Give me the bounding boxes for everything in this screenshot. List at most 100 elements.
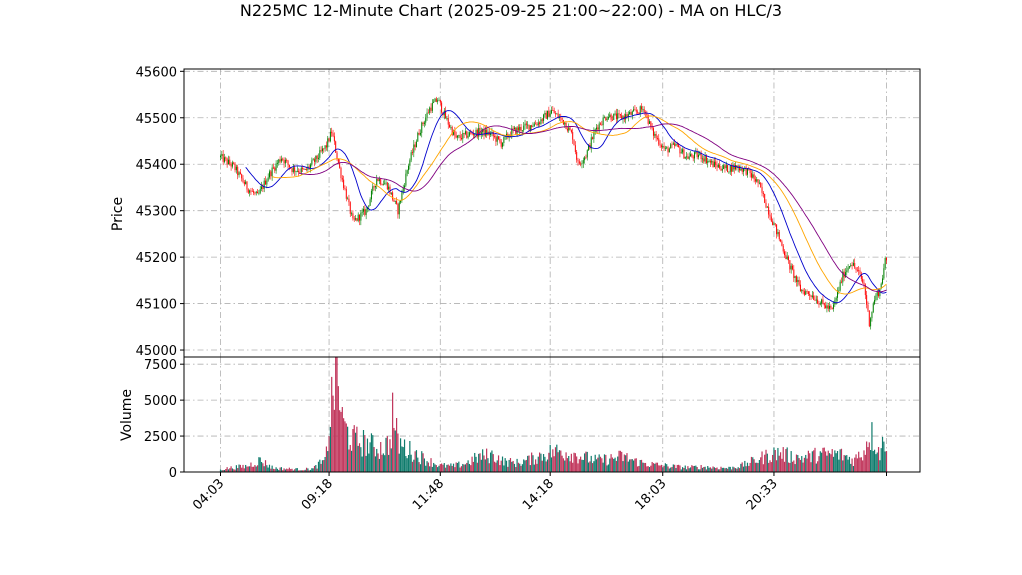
candle-body — [586, 150, 588, 158]
candle-body — [426, 112, 428, 118]
volume-bar — [531, 452, 533, 472]
volume-bar — [411, 461, 414, 472]
candle-body — [361, 211, 363, 213]
candle-body — [312, 159, 314, 161]
volume-bar — [576, 456, 578, 472]
candle-body — [377, 178, 379, 182]
volume-bar — [636, 466, 639, 472]
candle-body — [381, 184, 383, 186]
candle-body — [230, 164, 232, 167]
candle-body — [433, 101, 435, 103]
candle-body — [430, 107, 432, 111]
volume-bar — [325, 446, 328, 472]
candle-body — [780, 239, 782, 242]
candle-body — [872, 303, 874, 312]
candle-body — [368, 205, 370, 207]
candle-body — [664, 147, 666, 149]
volume-bar — [762, 464, 764, 472]
volume-bar — [883, 441, 885, 472]
candle-body — [691, 154, 693, 157]
candle-body — [484, 129, 486, 136]
candle-body — [756, 179, 758, 182]
candle-body — [855, 267, 857, 270]
volume-bar — [674, 464, 676, 472]
volume-bar — [603, 454, 606, 472]
volume-bar — [696, 467, 698, 472]
candle-body — [662, 146, 664, 148]
volume-bar — [598, 454, 600, 472]
volume-bar — [848, 456, 851, 472]
volume-bar — [650, 465, 652, 472]
candle-body — [351, 213, 353, 215]
price-ytick-label: 45400 — [136, 158, 177, 173]
candle-body — [398, 202, 400, 215]
candle-body — [719, 164, 721, 169]
candle-body — [446, 118, 448, 119]
volume-bar — [666, 464, 668, 472]
volume-bar — [360, 447, 362, 472]
candle-body — [639, 106, 641, 115]
candle-body — [511, 128, 513, 137]
candle-body — [749, 168, 751, 174]
candle-body — [435, 98, 437, 102]
candle-body — [717, 164, 719, 168]
volume-bar — [667, 466, 669, 472]
volume-bar — [550, 457, 553, 472]
volume-bar — [487, 458, 489, 472]
x-tick-label: 09:18 — [299, 476, 336, 513]
candle-body — [564, 122, 566, 125]
volume-bar — [847, 459, 849, 472]
candle-body — [839, 281, 841, 291]
candle-body — [419, 132, 421, 135]
candle-body — [423, 122, 425, 125]
volume-bar — [504, 458, 506, 472]
candle-body — [790, 265, 792, 270]
candle-body — [797, 279, 799, 282]
candle-body — [822, 299, 824, 303]
volume-bar — [499, 465, 501, 472]
volume-bar — [734, 468, 737, 472]
volume-bar — [324, 456, 326, 472]
candle-body — [315, 155, 317, 162]
candle-body — [421, 122, 423, 133]
candle-body — [388, 186, 390, 190]
candle-body — [353, 218, 355, 220]
volume-bar — [511, 461, 513, 472]
volume-bar — [406, 458, 408, 472]
volume-bar — [271, 465, 273, 472]
candle-body — [712, 160, 714, 167]
volume-bar — [586, 451, 588, 472]
volume-bar — [433, 462, 435, 472]
volume-bar — [407, 455, 410, 472]
volume-bar — [491, 450, 493, 472]
volume-bar — [877, 447, 880, 472]
candle-body — [298, 171, 300, 173]
volume-bar — [802, 462, 804, 472]
volume-ytick-label: 5000 — [144, 394, 177, 409]
volume-bar — [380, 442, 382, 472]
volume-bar — [590, 455, 592, 472]
candle-body — [331, 131, 333, 134]
candle-body — [337, 158, 339, 163]
candle-body — [835, 297, 837, 301]
volume-bar — [275, 467, 277, 472]
volume-bar — [610, 454, 612, 472]
volume-bar — [463, 464, 465, 472]
candle-body — [733, 164, 735, 170]
candle-body — [364, 208, 366, 215]
candle-body — [554, 113, 556, 115]
candle-body — [441, 102, 443, 113]
volume-bar — [250, 462, 252, 472]
volume-bar — [613, 458, 615, 472]
volume-bar — [609, 458, 611, 472]
candle-body — [294, 167, 296, 172]
candle-body — [410, 152, 412, 161]
candle-body — [833, 304, 835, 309]
candle-body — [778, 231, 780, 240]
volume-bar — [239, 464, 241, 472]
volume-bar — [619, 450, 621, 472]
candle-body — [642, 109, 644, 111]
volume-bar — [733, 467, 735, 472]
candle-body — [684, 156, 686, 159]
candle-body — [324, 145, 326, 149]
